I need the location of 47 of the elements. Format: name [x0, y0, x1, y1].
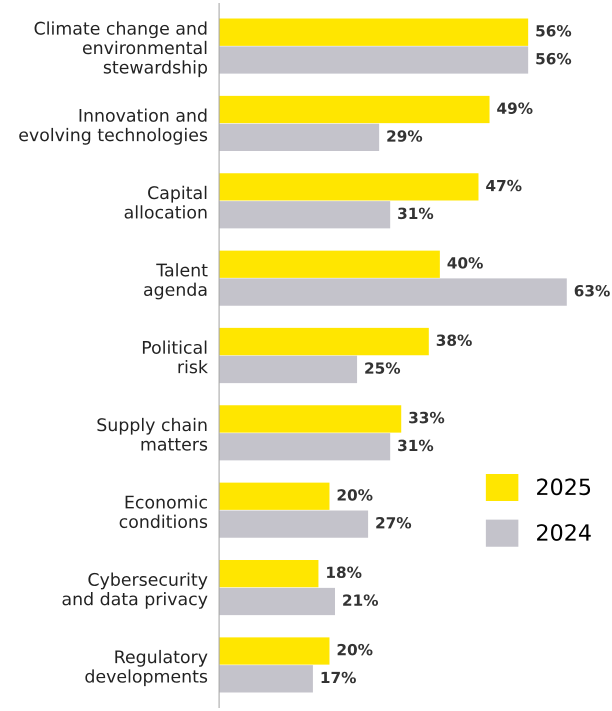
y-tick-label: Talent agenda — [144, 263, 208, 300]
bar — [219, 405, 402, 433]
data-label: 40% — [447, 257, 483, 269]
data-label: 38% — [436, 334, 472, 346]
legend-label: 2025 — [537, 478, 590, 496]
bar — [219, 637, 330, 665]
data-label: 31% — [398, 440, 434, 452]
data-label: 29% — [387, 130, 422, 142]
data-label: 27% — [376, 517, 412, 529]
bar — [219, 201, 390, 228]
data-label: 31% — [398, 208, 434, 220]
y-tick-label: Regulatory developments — [85, 650, 208, 686]
data-label: 63% — [574, 284, 610, 297]
data-label: 17% — [322, 672, 356, 684]
y-tick-label: Innovation and evolving technologies — [19, 108, 208, 145]
data-label: 49% — [497, 102, 533, 114]
data-label: 18% — [327, 566, 362, 578]
data-label: 56% — [536, 25, 572, 37]
y-tick-label: Capital allocation — [124, 186, 207, 219]
bar — [219, 250, 440, 278]
bar — [219, 278, 567, 306]
bar — [219, 46, 528, 74]
bar — [219, 124, 380, 152]
data-label: 47% — [486, 180, 522, 192]
bar — [219, 173, 478, 201]
y-tick-label: Economic conditions — [120, 495, 208, 528]
data-label: 56% — [536, 52, 572, 64]
data-label: 20% — [338, 644, 373, 656]
y-tick-label: Supply chain matters — [97, 418, 208, 451]
bar — [219, 510, 368, 538]
bar — [219, 560, 318, 588]
y-tick-label: Cybersecurity and data privacy — [62, 572, 208, 609]
bar — [219, 96, 490, 124]
bar — [219, 356, 358, 384]
bar — [219, 18, 528, 46]
data-label: 25% — [365, 362, 400, 374]
bar — [219, 433, 390, 460]
data-label: 21% — [343, 594, 378, 606]
data-label: 20% — [338, 489, 373, 501]
data-label: 33% — [409, 412, 444, 424]
bar — [219, 588, 335, 616]
y-tick-label: Political risk — [142, 340, 208, 374]
bar — [219, 482, 330, 510]
y-tick-label: Climate change and environmental stewardship — [34, 21, 208, 78]
legend-label: 2024 — [537, 524, 591, 541]
bar — [219, 328, 429, 356]
bar — [219, 665, 313, 692]
